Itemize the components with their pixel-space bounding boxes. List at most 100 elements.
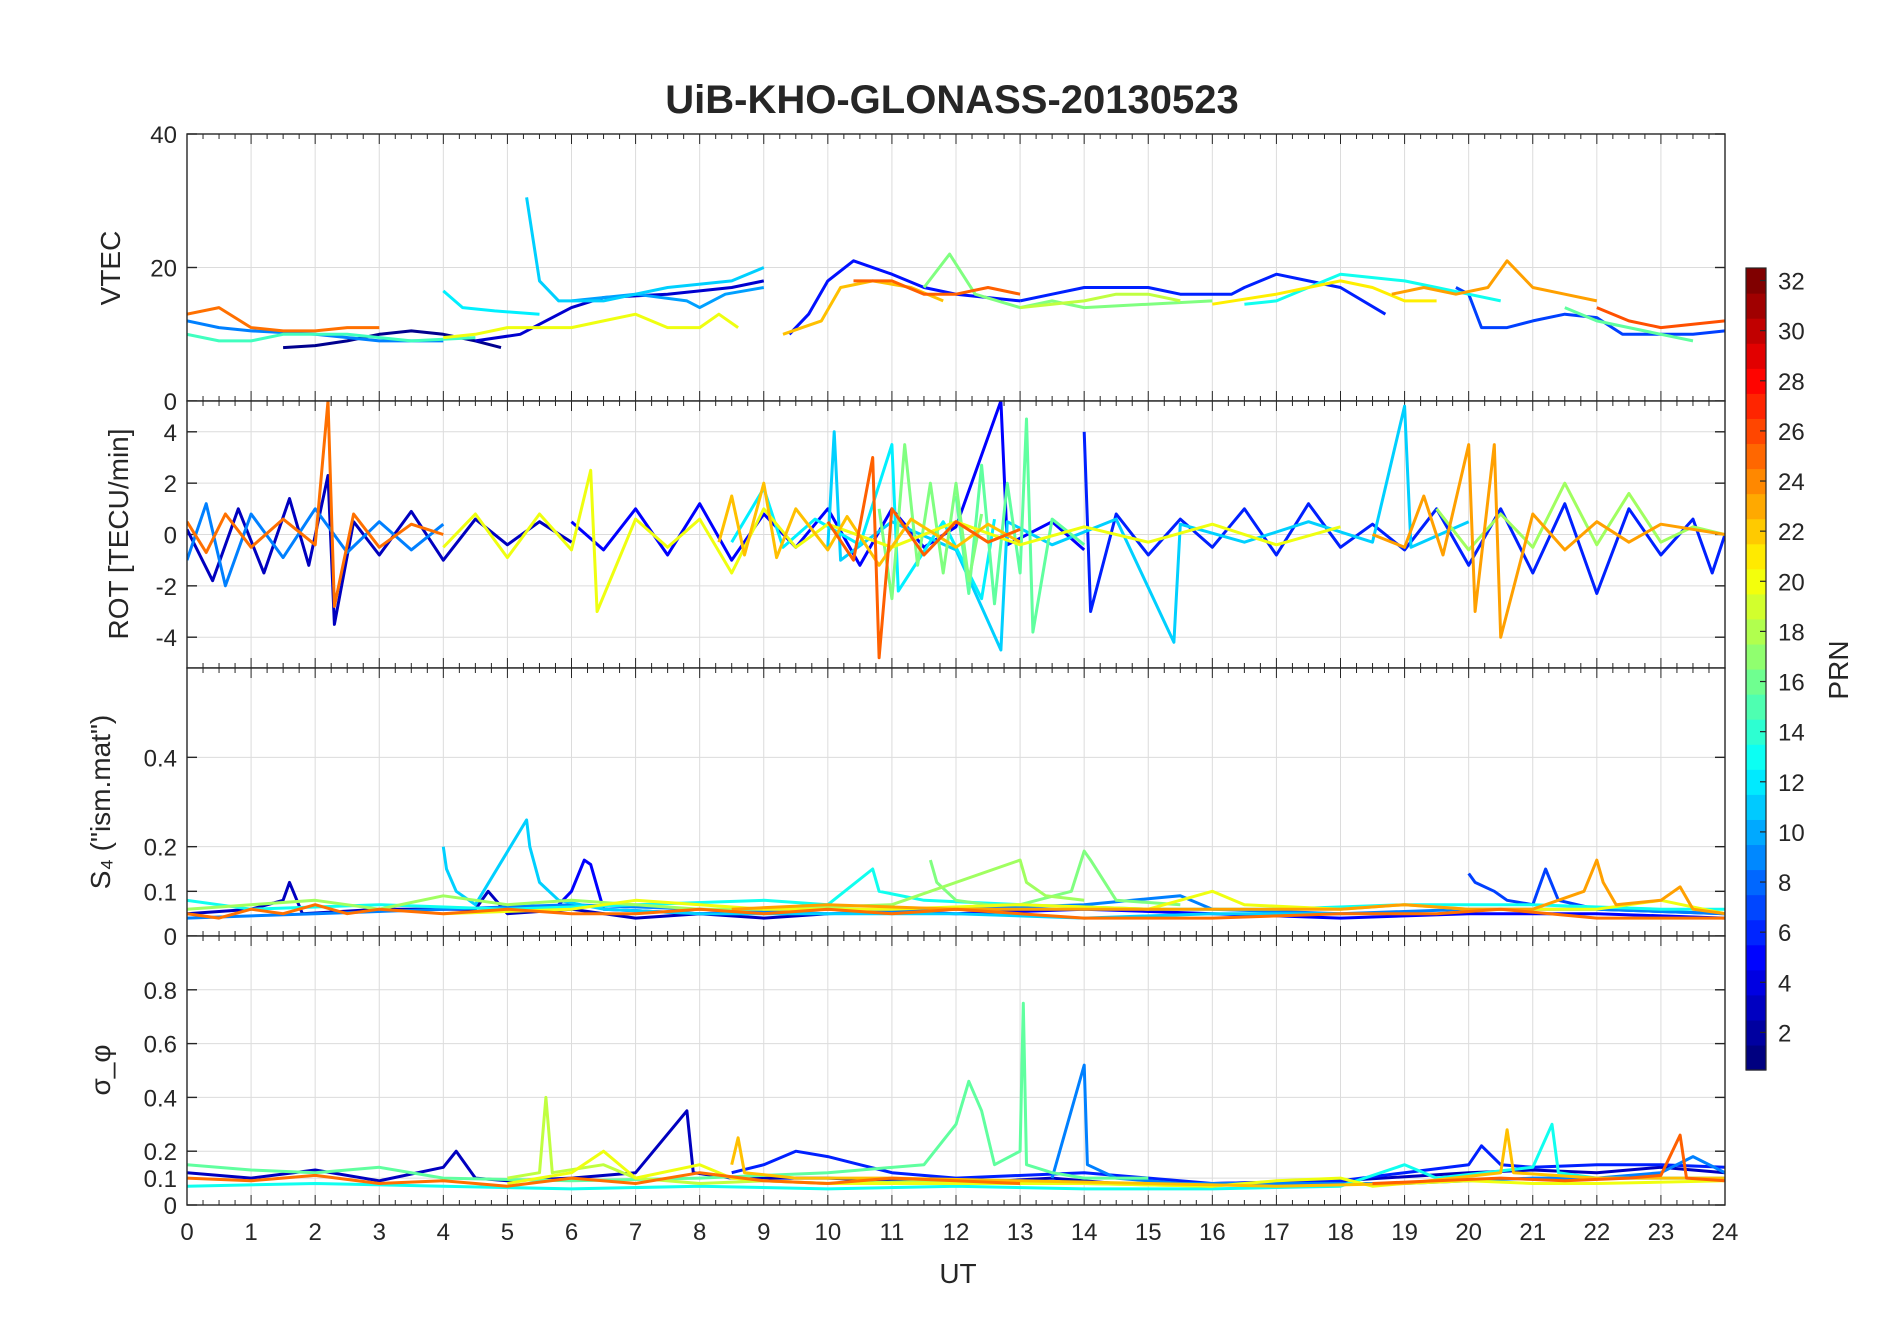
series-line-prn-21 (1212, 279, 1437, 306)
colorbar-segment (1746, 543, 1766, 570)
colorbar-segment (1746, 643, 1766, 670)
colorbar-frame (1745, 267, 1767, 1071)
panel-rot: -4 -2 0 2 4 ROT [TECU/min] (103, 400, 1726, 669)
colorbar-tick-label: 24 (1778, 469, 1805, 496)
series-line-prn-14 (187, 867, 1725, 911)
series-line-prn-20 (443, 312, 739, 340)
colorbar-segment (1746, 794, 1766, 820)
y-axis-label: S₄ ("ism.mat") (85, 715, 116, 889)
x-tick-label: 15 (1135, 1219, 1162, 1246)
x-tick-label: 0 (180, 1219, 193, 1246)
y-tick-label: 0.1 (144, 879, 177, 906)
colorbar-tick-label: 32 (1778, 269, 1805, 296)
panel-s4: 0 0.1 0.2 0.4 S₄ ("ism.mat") (85, 667, 1726, 951)
colorbar-tick-label: 4 (1778, 970, 1791, 997)
colorbar-tick-label: 28 (1778, 369, 1805, 396)
x-tick-label: 14 (1071, 1219, 1098, 1246)
x-tick-label: 3 (373, 1219, 386, 1246)
colorbar-tick-label: 20 (1778, 569, 1805, 596)
series-line-prn-25 (1372, 1133, 1725, 1185)
x-tick-label: 6 (565, 1219, 578, 1246)
series-line-prn-26 (1596, 306, 1725, 330)
x-tick-label: 11 (879, 1219, 904, 1246)
series-line-prn-23 (731, 858, 1725, 916)
colorbar-tick-label: 10 (1778, 820, 1805, 847)
x-tick-label: 22 (1583, 1219, 1610, 1246)
x-tick-label: 10 (814, 1219, 841, 1246)
series-group (187, 818, 1725, 920)
series-line-prn-22 (717, 481, 1021, 567)
colorbar-segment (1746, 819, 1766, 846)
colorbar-segment (1746, 268, 1766, 294)
series-line-prn-24 (187, 401, 444, 608)
y-tick-label: -2 (156, 574, 177, 601)
y-axis-label: σ_φ (85, 1044, 116, 1095)
colorbar-segment (1746, 568, 1766, 595)
colorbar-tick-label: 2 (1778, 1020, 1791, 1047)
series-group (187, 401, 1725, 660)
x-tick-label: 5 (501, 1219, 514, 1246)
colorbar-tick-label: 14 (1778, 720, 1805, 747)
y-tick-label: -4 (156, 625, 177, 652)
y-tick-label: 0.4 (144, 1085, 177, 1112)
x-tick-label: 24 (1712, 1219, 1739, 1246)
x-tick-label: 16 (1199, 1219, 1226, 1246)
x-tick-label: 9 (757, 1219, 770, 1246)
x-tick-label: 13 (1007, 1219, 1034, 1246)
series-line-prn-25 (826, 456, 1021, 660)
series-line-prn-17 (928, 849, 1181, 907)
y-tick-label: 0 (164, 1193, 177, 1220)
colorbar-tick-label: 22 (1778, 519, 1805, 546)
series-line-prn-13 (730, 443, 996, 601)
colorbar-tick-label: 26 (1778, 419, 1805, 446)
series-line-prn-12 (525, 197, 765, 303)
panel-sigma-phi: 00.10.2 0.4 0.6 0.8 σ_φ (85, 935, 1726, 1220)
y-tick-label: 2 (164, 471, 177, 498)
series-line-prn-17 (877, 443, 984, 601)
series-line-prn-17 (922, 252, 1213, 310)
colorbar-segment (1746, 919, 1766, 946)
colorbar-segment (1746, 368, 1766, 394)
colorbar-tick-label: 16 (1778, 670, 1805, 697)
colorbar-segment (1746, 468, 1766, 495)
series-line-prn-23 (1371, 443, 1725, 639)
panel-vtec: 0 20 40 VTEC (95, 122, 1726, 416)
series-line-prn-22 (730, 1128, 1725, 1188)
y-tick-label: 20 (150, 256, 177, 283)
x-tick-label: 17 (1263, 1219, 1290, 1246)
colorbar-segment (1746, 894, 1766, 921)
colorbar-tick-label: 6 (1778, 920, 1791, 947)
colorbar-segment (1746, 293, 1766, 319)
y-axis-label: VTEC (95, 231, 126, 306)
x-tick-label: 4 (437, 1219, 450, 1246)
colorbar-segment (1746, 969, 1766, 996)
colorbar-segment (1746, 869, 1766, 896)
x-tick-label: 1 (244, 1219, 257, 1246)
series-line-prn-1 (283, 329, 502, 350)
y-tick-label: 0 (164, 924, 177, 951)
series-group (187, 1001, 1725, 1191)
colorbar-segment (1746, 618, 1766, 645)
x-tick-label: 23 (1648, 1219, 1675, 1246)
y-axis-label: ROT [TECU/min] (103, 428, 134, 639)
colorbar-tick-label: 8 (1778, 870, 1791, 897)
series-line-prn-13 (442, 289, 540, 316)
colorbar-segment (1746, 669, 1766, 695)
y-tick-label: 0.1 (144, 1166, 177, 1193)
series-line-prn-6 (1082, 431, 1725, 613)
y-tick-label: 4 (164, 420, 177, 447)
axes-frame (186, 935, 1726, 1206)
y-tick-label: 0 (164, 523, 177, 550)
colorbar-segment (1746, 593, 1766, 620)
series-line-prn-15 (187, 332, 476, 343)
series-line-prn-25 (853, 279, 1021, 296)
colorbar-segment (1746, 418, 1766, 445)
x-tick-label: 2 (308, 1219, 321, 1246)
colorbar-segment (1746, 1044, 1766, 1071)
x-axis-label: UT (939, 1258, 976, 1289)
series-line-prn-24 (187, 903, 1725, 920)
colorbar-tick-label: 18 (1778, 619, 1805, 646)
colorbar-segment (1746, 719, 1766, 745)
series-line-prn-19 (1019, 292, 1181, 310)
